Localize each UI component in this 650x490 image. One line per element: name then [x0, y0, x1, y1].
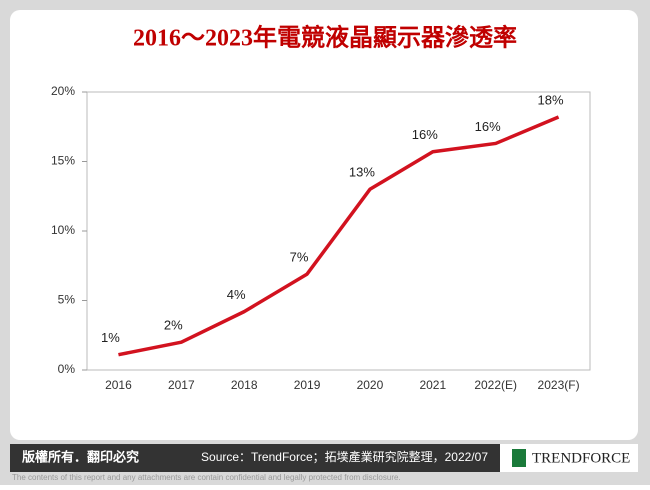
- rights: 版權所有．翻印必究: [22, 449, 139, 464]
- data-label: 7%: [290, 250, 309, 265]
- data-label: 2%: [164, 318, 183, 333]
- data-label: 13%: [349, 165, 375, 180]
- x-tick-label: 2020: [357, 378, 384, 392]
- x-tick-label: 2017: [168, 378, 195, 392]
- y-tick-label: 20%: [51, 84, 75, 98]
- y-tick-label: 0%: [58, 362, 76, 376]
- data-label: 16%: [412, 127, 438, 142]
- logo: TRENDFORCE: [532, 450, 630, 466]
- chart-title: 2016～2023年電競液晶顯示器滲透率: [133, 24, 517, 52]
- x-tick-label: 2022(E): [474, 378, 517, 392]
- x-tick-label: 2018: [231, 378, 258, 392]
- x-tick-label: 2016: [105, 378, 132, 392]
- data-label: 16%: [475, 119, 501, 134]
- panel: [10, 10, 638, 440]
- y-tick-label: 5%: [58, 293, 76, 307]
- logo-mark: [512, 449, 526, 467]
- data-label: 1%: [101, 330, 120, 345]
- line: [118, 115, 560, 357]
- x-tick-label: 2023(F): [538, 378, 580, 392]
- x-tick-label: 2021: [419, 378, 446, 392]
- y-tick-label: 10%: [51, 223, 75, 237]
- disclaimer: The contents of this report and any atta…: [12, 473, 401, 482]
- x-tick-label: 2019: [294, 378, 321, 392]
- data-label: 18%: [538, 92, 564, 107]
- y-tick-label: 15%: [51, 154, 75, 168]
- source: Source：TrendForce；拓墣產業研究院整理，2022/07: [201, 449, 488, 464]
- data-label: 4%: [227, 287, 246, 302]
